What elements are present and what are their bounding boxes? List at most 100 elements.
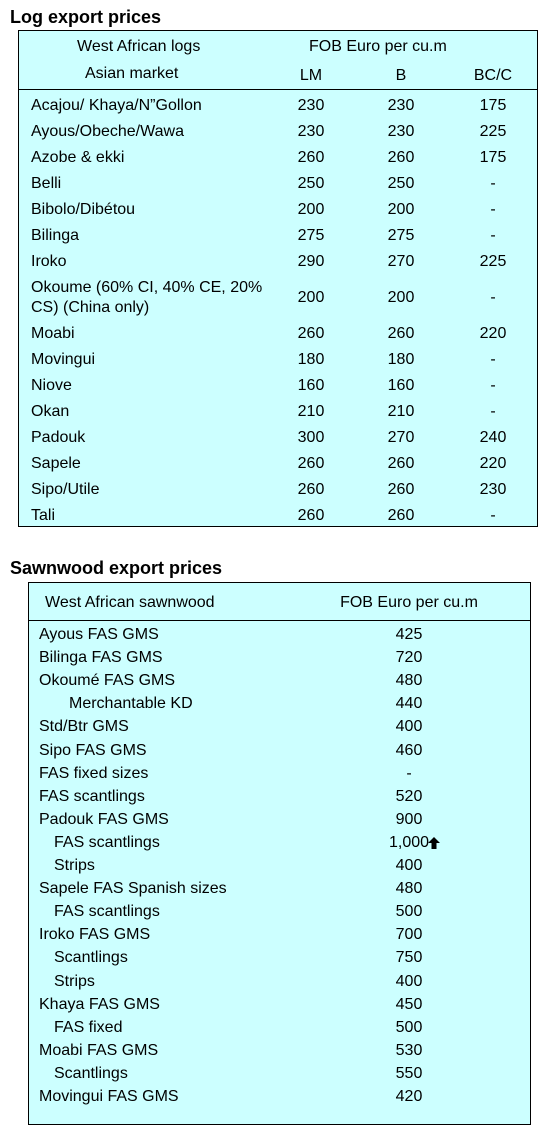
price: 900 xyxy=(395,810,423,828)
price: - xyxy=(490,377,496,394)
price: 230 xyxy=(479,481,507,498)
price: 200 xyxy=(297,289,325,306)
row-label: Belli xyxy=(31,175,62,192)
row-label: FAS fixed xyxy=(54,1018,123,1036)
price: - xyxy=(490,227,496,244)
row-label: Movingui FAS GMS xyxy=(39,1088,179,1105)
price: 200 xyxy=(297,201,325,218)
row-label: Sapele xyxy=(31,455,81,472)
up-arrow xyxy=(428,836,440,849)
price: 400 xyxy=(395,718,423,736)
row-label: Scantlings xyxy=(54,1064,128,1082)
row-label: Moabi FAS GMS xyxy=(39,1041,159,1059)
row-label: Iroko FAS GMS xyxy=(39,926,151,944)
row-label: Padouk xyxy=(31,429,86,446)
row-label: Tali xyxy=(31,507,56,524)
price: 460 xyxy=(395,741,423,759)
row-label: Bilinga FAS GMS xyxy=(39,649,163,667)
price: 200 xyxy=(387,201,415,218)
header: BC/C xyxy=(473,67,513,84)
price: 220 xyxy=(479,325,507,342)
arrow-shape xyxy=(428,836,440,849)
price: - xyxy=(490,201,496,218)
price: 225 xyxy=(479,253,507,270)
header: Asian market xyxy=(85,65,179,82)
row-label: Ayous/Obeche/Wawa xyxy=(31,123,184,140)
row-label: Sipo FAS GMS xyxy=(39,741,147,759)
price: 550 xyxy=(395,1064,423,1082)
price: 260 xyxy=(387,149,415,166)
price: 720 xyxy=(395,649,423,667)
price: 420 xyxy=(395,1088,423,1105)
price: 260 xyxy=(297,149,325,166)
price: 160 xyxy=(387,377,415,394)
price: 275 xyxy=(387,227,415,244)
row-label: Padouk FAS GMS xyxy=(39,810,169,828)
price: - xyxy=(406,764,412,782)
price: 480 xyxy=(395,672,423,690)
row-label: Acajou/ Khaya/N”Gollon xyxy=(31,97,202,114)
row-label: Iroko xyxy=(31,253,67,270)
price: 750 xyxy=(395,949,423,967)
price: 440 xyxy=(395,695,423,713)
price: 275 xyxy=(297,227,325,244)
row-label: Bibolo/Dibétou xyxy=(31,201,136,218)
row-label: Movingui xyxy=(31,351,96,368)
row-label: Std/Btr GMS xyxy=(39,718,129,736)
price: 260 xyxy=(387,455,415,472)
price: 500 xyxy=(395,903,423,921)
price: 1,000 xyxy=(388,833,430,851)
price: 270 xyxy=(387,253,415,270)
price: 230 xyxy=(387,123,415,140)
header: LM xyxy=(299,67,323,84)
price: 175 xyxy=(479,97,507,114)
price: 260 xyxy=(297,507,325,524)
price: 180 xyxy=(297,351,325,368)
price: 520 xyxy=(395,787,423,805)
separator xyxy=(19,89,537,90)
price: - xyxy=(490,289,496,306)
row-label: Sipo/Utile xyxy=(31,481,100,498)
price: 260 xyxy=(387,507,415,524)
price: 400 xyxy=(395,972,423,990)
price: 250 xyxy=(387,175,415,192)
price: 180 xyxy=(387,351,415,368)
price: 160 xyxy=(297,377,325,394)
separator xyxy=(29,620,530,621)
row-label: Azobe & ekki xyxy=(31,149,125,166)
price: 425 xyxy=(395,626,423,643)
price: 210 xyxy=(297,403,325,420)
price: 230 xyxy=(387,97,415,114)
price: - xyxy=(490,351,496,368)
price: 260 xyxy=(297,325,325,342)
price: 260 xyxy=(387,325,415,342)
row-label: Okoumé FAS GMS xyxy=(39,672,176,690)
row-label: FAS fixed sizes xyxy=(39,764,149,782)
section-title: Log export prices xyxy=(10,7,162,27)
row-label: Niove xyxy=(31,377,72,394)
price: 240 xyxy=(479,429,507,446)
price: 270 xyxy=(387,429,415,446)
row-label: Strips xyxy=(54,972,95,990)
price: 250 xyxy=(297,175,325,192)
row-label: Okoume (60% CI, 40% CE, 20% CS) (China o… xyxy=(31,279,263,316)
price: 260 xyxy=(297,481,325,498)
price: - xyxy=(490,175,496,192)
row-label: Moabi xyxy=(31,325,75,342)
price: 260 xyxy=(387,481,415,498)
price: - xyxy=(490,403,496,420)
price: 700 xyxy=(395,926,423,944)
price: 530 xyxy=(395,1041,423,1059)
price: 400 xyxy=(395,857,423,874)
header: FOB Euro per cu.m xyxy=(340,594,478,611)
price: 300 xyxy=(297,429,325,446)
price: 450 xyxy=(395,995,423,1013)
sawnwood-table: West African sawnwood FOB Euro per cu.m … xyxy=(28,582,531,1125)
row-label: Okan xyxy=(31,403,70,420)
price: 500 xyxy=(395,1018,423,1036)
row-label: Scantlings xyxy=(54,949,128,967)
price: 230 xyxy=(297,97,325,114)
price: - xyxy=(490,507,496,524)
row-label: Ayous FAS GMS xyxy=(39,626,159,643)
header: West African sawnwood xyxy=(45,594,215,611)
